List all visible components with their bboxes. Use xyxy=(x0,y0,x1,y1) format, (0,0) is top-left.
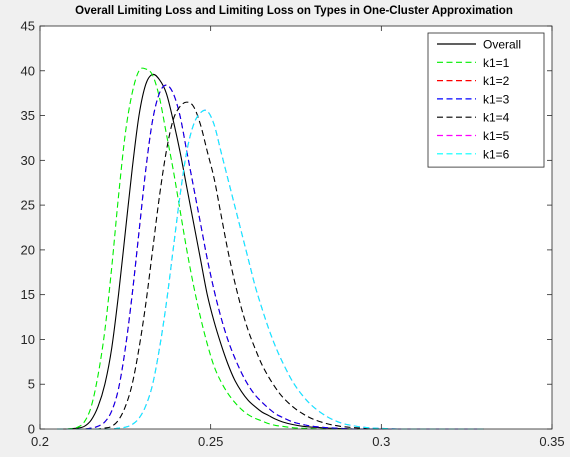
series-line-4 xyxy=(57,84,484,430)
y-tick-label: 0 xyxy=(28,422,35,437)
legend-label: k1=6 xyxy=(483,147,510,161)
y-tick-label: 40 xyxy=(21,63,35,78)
axis-ticks: 0.2 0.25 0.3 0.35 0 5 10 15 20 25 30 35 40 45 xyxy=(21,19,565,450)
x-tick-label: 0.3 xyxy=(372,434,390,449)
x-tick-label: 0.2 xyxy=(31,434,49,449)
x-tick-label: 0.35 xyxy=(539,434,564,449)
chart-title: Overall Limiting Loss and Limiting Loss … xyxy=(75,5,513,17)
y-tick-label: 5 xyxy=(28,377,35,392)
legend-label: k1=3 xyxy=(483,92,510,106)
legend-label: k1=5 xyxy=(483,129,510,143)
x-tick-label: 0.25 xyxy=(198,434,223,449)
y-tick-label: 25 xyxy=(21,198,35,213)
legend-label: k1=2 xyxy=(483,74,510,88)
y-tick-label: 30 xyxy=(21,153,35,168)
y-tick-label: 45 xyxy=(21,19,35,34)
legend-label: k1=1 xyxy=(483,56,510,70)
y-tick-label: 20 xyxy=(21,242,35,257)
legend-label: k1=4 xyxy=(483,111,510,125)
y-tick-label: 35 xyxy=(21,108,35,123)
legend-label: Overall xyxy=(483,38,521,52)
y-tick-label: 15 xyxy=(21,287,35,302)
series-line-2 xyxy=(57,67,484,430)
legend: Overall k1=1 k1=2 k1=3 k1=4 k1=5 k1=6 xyxy=(427,32,545,168)
y-tick-label: 10 xyxy=(21,332,35,347)
plot-frame xyxy=(39,25,553,430)
series-line-5 xyxy=(57,101,484,430)
legend-box xyxy=(427,32,545,168)
